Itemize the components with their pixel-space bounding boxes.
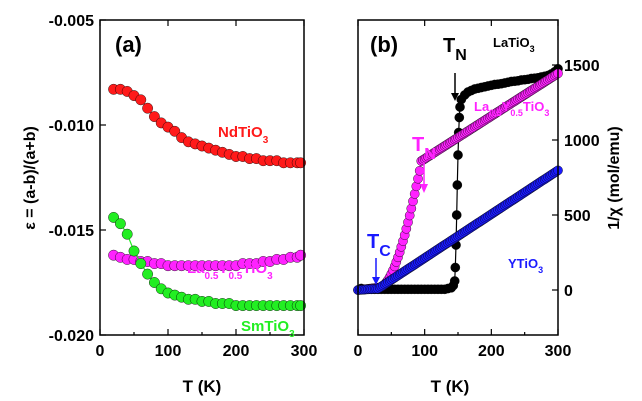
series-latio3 xyxy=(356,64,563,295)
annotation-tc-ytio3: TC xyxy=(367,231,391,260)
series-ndtio3 xyxy=(108,83,306,169)
panel-a: 0 100 200 300 -0.020 -0.015 -0.010 -0.005 (a) N… xyxy=(22,13,317,396)
data-point xyxy=(451,210,462,220)
y-tick-label: -0.005 xyxy=(49,13,94,30)
data-point xyxy=(295,249,306,261)
panel-b-ticks: 0 100 200 300 0 500 1000 1500 xyxy=(354,20,600,360)
data-point xyxy=(128,245,140,257)
arrow-head-tn-latio3 xyxy=(451,93,459,101)
y-tick-label: 1000 xyxy=(564,133,600,150)
x-tick-label: 100 xyxy=(411,343,438,360)
y-tick-label: 0 xyxy=(564,283,573,300)
annotation-tn-lay: TN xyxy=(412,134,436,163)
panel-a-ticks: 0 100 200 300 -0.020 -0.015 -0.010 -0.005 xyxy=(49,13,318,360)
label-smtio3: SmTiO3 xyxy=(241,318,295,340)
series-ytio3 xyxy=(353,165,563,295)
x-tick-label: 200 xyxy=(223,343,250,360)
data-point xyxy=(121,228,133,240)
data-point xyxy=(295,300,306,311)
series-la05y05tio3 xyxy=(108,249,306,272)
data-point xyxy=(454,112,465,123)
data-point xyxy=(295,157,306,169)
label-ytio3: YTiO3 xyxy=(508,256,543,275)
panel-b-marks xyxy=(353,64,563,295)
data-point xyxy=(169,125,181,137)
data-point xyxy=(452,180,463,190)
data-point xyxy=(449,276,460,286)
x-tick-label: 100 xyxy=(155,343,182,360)
label-ndtio3: NdTiO3 xyxy=(218,124,269,146)
panel-b-ylabel: 1/χ (mol/emu) xyxy=(606,126,623,229)
series-la05y05tio3 xyxy=(353,68,563,295)
data-point xyxy=(142,102,154,114)
panel-b-xlabel: T (K) xyxy=(431,377,470,396)
label-lay-b: La0.5Y0.5TiO3 xyxy=(474,99,549,118)
data-point xyxy=(148,277,160,288)
y-tick-label: -0.015 xyxy=(49,223,94,240)
arrow-head-tc-ytio3 xyxy=(372,277,380,285)
label-lay-a: La0.5Y0.5TiO3 xyxy=(187,260,273,282)
data-point xyxy=(453,150,463,160)
panel-a-xlabel: T (K) xyxy=(183,377,222,396)
y-tick-label: 1500 xyxy=(564,58,600,75)
panel-b: 0 100 200 300 0 500 1000 1500 (b) LaTiO3 La0.5Y… xyxy=(353,19,623,396)
data-point xyxy=(414,165,425,176)
x-tick-label: 0 xyxy=(354,343,363,360)
panel-a-marks xyxy=(108,83,306,311)
data-point xyxy=(108,211,120,223)
x-tick-label: 200 xyxy=(478,343,505,360)
panel-a-ylabel: ε = (a-b)/(a+b) xyxy=(22,126,39,230)
data-point xyxy=(142,268,154,280)
series-smtio3 xyxy=(108,211,306,311)
panel-b-label: (b) xyxy=(370,32,398,57)
y-tick-label: -0.010 xyxy=(49,118,94,135)
arrow-head-tn-lay xyxy=(420,184,428,193)
data-point xyxy=(450,262,461,273)
y-tick-label: 500 xyxy=(564,208,591,225)
panel-a-frame xyxy=(99,19,305,336)
data-point xyxy=(115,218,126,230)
x-tick-label: 0 xyxy=(96,343,105,360)
data-point xyxy=(135,94,147,106)
annotation-tn-latio3: TN xyxy=(443,35,467,64)
data-point xyxy=(135,258,147,269)
y-tick-label: -0.020 xyxy=(49,328,94,345)
data-point xyxy=(148,111,160,123)
panel-a-label: (a) xyxy=(115,32,142,57)
data-point xyxy=(413,173,423,184)
x-tick-label: 300 xyxy=(545,343,572,360)
label-latio3: LaTiO3 xyxy=(493,35,535,54)
x-tick-label: 300 xyxy=(291,343,318,360)
